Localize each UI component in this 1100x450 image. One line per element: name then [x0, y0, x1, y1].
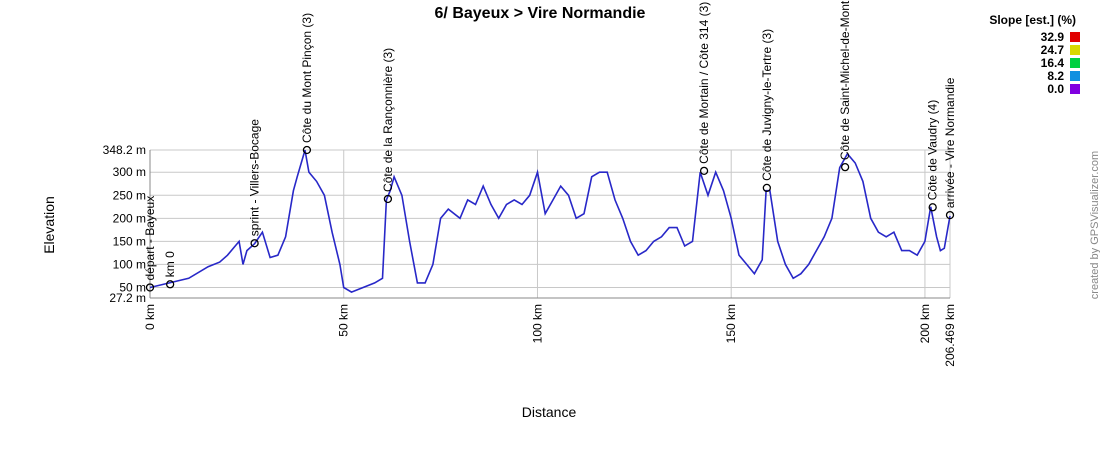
- y-tick-label: 100 m: [113, 257, 146, 271]
- waypoint-marker: [928, 203, 937, 212]
- legend-label: 32.9: [1041, 30, 1065, 44]
- waypoint-marker: [145, 283, 155, 292]
- legend-swatch: [1070, 32, 1080, 42]
- waypoint-marker: [699, 166, 709, 175]
- legend-label: 16.4: [1041, 56, 1065, 70]
- waypoint-label: sprint - Villers-Bocage: [248, 119, 262, 236]
- waypoint-marker: [165, 280, 175, 289]
- legend-swatch: [1070, 71, 1080, 81]
- waypoint-marker: [945, 210, 955, 220]
- x-tick-label: 50 km: [337, 304, 351, 337]
- x-tick-label: 206.469 km: [943, 304, 957, 367]
- y-tick-label: 150 m: [113, 234, 146, 248]
- waypoint-label: Côte de la Rançonnière (3): [381, 48, 395, 192]
- elevation-line: [149, 149, 951, 293]
- y-tick-label: 348.2 m: [103, 143, 146, 157]
- waypoint-label: Côte de Vaudry (4): [926, 100, 940, 201]
- x-tick-label: 200 km: [918, 304, 932, 343]
- x-tick-label: 0 km: [143, 304, 157, 330]
- waypoint-label: km 0: [163, 251, 177, 277]
- waypoint-marker: [762, 183, 771, 193]
- waypoint-marker: [302, 145, 312, 155]
- waypoint-marker: [250, 239, 259, 248]
- waypoint-label: Côte du Mont Pinçon (3): [300, 13, 314, 143]
- legend-label: 24.7: [1041, 43, 1065, 57]
- waypoint-label: Côte de Mortain / Côte 314 (3): [697, 2, 711, 164]
- chart-title: 6/ Bayeux > Vire Normandie: [435, 5, 646, 22]
- y-tick-label: 27.2 m: [109, 291, 146, 305]
- waypoint-marker: [383, 194, 393, 204]
- waypoint-label: Côte de Juvigny-le-Tertre (3): [760, 29, 774, 181]
- legend-label: 8.2: [1047, 69, 1064, 83]
- waypoint-marker: [840, 163, 850, 172]
- legend-swatch: [1070, 45, 1080, 55]
- x-tick-label: 100 km: [530, 304, 544, 343]
- legend-swatch: [1070, 84, 1080, 94]
- y-tick-label: 250 m: [113, 188, 146, 202]
- legend-swatch: [1070, 58, 1080, 68]
- legend-label: 0.0: [1047, 82, 1064, 96]
- y-axis-label: Elevation: [41, 196, 57, 254]
- waypoint-label: Côte de Saint-Michel-de-Mont: [838, 0, 852, 160]
- waypoint-label: arrivée - Vire Normandie: [943, 77, 957, 208]
- y-tick-label: 50 m: [119, 280, 146, 294]
- x-tick-label: 150 km: [724, 304, 738, 343]
- x-axis-label: Distance: [522, 404, 577, 420]
- y-tick-label: 300 m: [113, 165, 146, 179]
- legend-title: Slope [est.] (%): [989, 13, 1076, 27]
- credit: created by GPSVisualizer.com: [1089, 151, 1100, 299]
- y-tick-label: 200 m: [113, 211, 146, 225]
- waypoint-label: départ - Bayeux: [143, 196, 157, 281]
